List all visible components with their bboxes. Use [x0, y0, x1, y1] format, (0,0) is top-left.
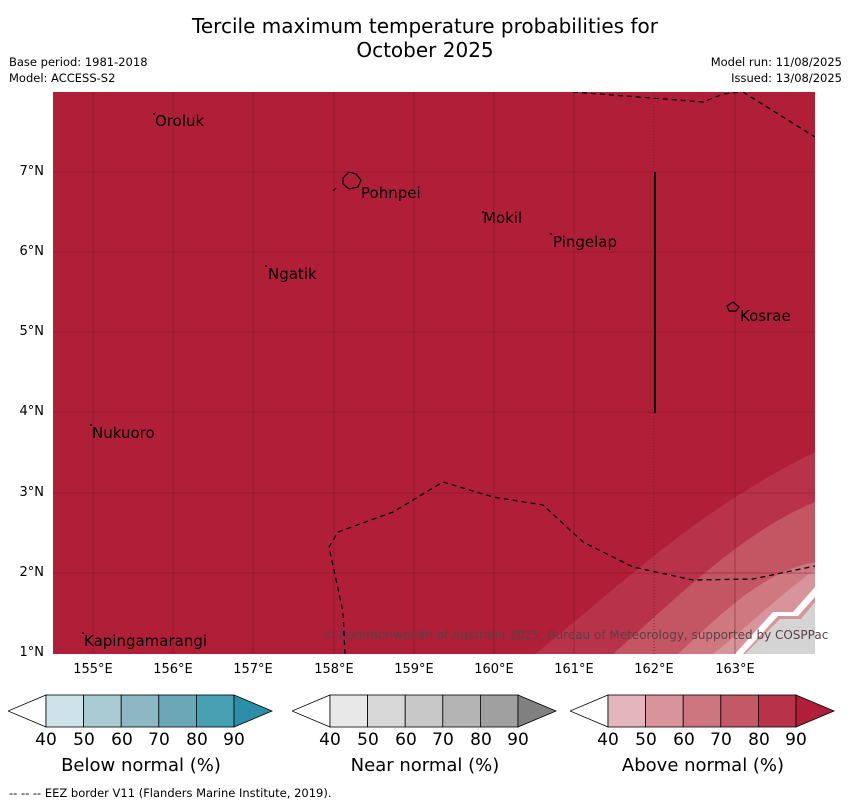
cbar-above-extend-high	[795, 694, 836, 728]
cbar-near-extend-high	[517, 694, 558, 728]
lon-label-157e: 157°E	[233, 662, 273, 677]
lat-label-1n: 1°N	[19, 645, 45, 660]
issued-date: Issued: 13/08/2025	[731, 71, 842, 85]
place-nukuoro: Nukuoro	[92, 424, 155, 442]
cbar-below-swatch	[120, 694, 160, 728]
cbar-below-swatch	[83, 694, 122, 728]
cbar-above-swatch	[720, 694, 759, 728]
atoll-mokil	[482, 211, 484, 213]
lat-label-2n: 2°N	[19, 565, 45, 580]
cbar-above-tick: 80	[748, 730, 770, 750]
cbar-near-swatch	[404, 694, 444, 728]
cbar-near-tick: 70	[432, 730, 454, 750]
cbar-near-label: Near normal (%)	[350, 755, 500, 776]
cbar-near-swatch	[442, 694, 481, 728]
place-ngatik: Ngatik	[268, 265, 317, 283]
meta-right: Model run: 11/08/2025 Issued: 13/08/2025	[711, 54, 842, 86]
cbar-above-swatch	[757, 694, 797, 728]
cbar-below-swatch	[158, 694, 197, 728]
lon-label-158e: 158°E	[314, 662, 354, 677]
atoll-kapinga	[82, 632, 84, 634]
chart-title: Tercile maximum temperature probabilitie…	[0, 14, 850, 62]
eez-footnote: -- -- -- EEZ border V11 (Flanders Marine…	[9, 786, 332, 800]
grid-lines	[53, 92, 815, 654]
cbar-below-extend-high	[233, 694, 274, 728]
lat-label-4n: 4°N	[19, 404, 45, 419]
island-pohnpei	[342, 171, 362, 190]
cbar-above-swatch	[682, 694, 722, 728]
cbar-near-extend-low	[292, 694, 331, 728]
place-mokil: Mokil	[483, 209, 523, 227]
cbar-near-swatch	[329, 694, 368, 728]
place-kapingamarangi: Kapingamarangi	[84, 632, 208, 650]
copyright-notice: © Commonwealth of Australia 2025, Bureau…	[323, 628, 829, 642]
cbar-below-label: Below normal (%)	[61, 755, 221, 776]
lon-label-160e: 160°E	[474, 662, 514, 677]
probability-map	[53, 92, 815, 654]
cbar-above-tick: 90	[785, 730, 807, 750]
cbar-above-swatch	[645, 694, 684, 728]
atoll-nukuoro	[90, 424, 92, 426]
model-name: Model: ACCESS-S2	[9, 71, 116, 85]
model-run: Model run: 11/08/2025	[710, 55, 842, 69]
cbar-near-tick: 60	[395, 730, 417, 750]
lat-label-7n: 7°N	[19, 164, 45, 179]
cbar-near-swatch	[367, 694, 406, 728]
cbar-above-tick: 50	[635, 730, 657, 750]
place-oroluk: Oroluk	[155, 112, 205, 130]
island-kosrae	[726, 301, 740, 312]
islet-pohnpei-west	[332, 187, 337, 192]
cbar-above-label: Above normal (%)	[621, 755, 785, 776]
lon-label-156e: 156°E	[153, 662, 193, 677]
cbar-below-swatch	[45, 694, 84, 728]
lon-label-161e: 161°E	[554, 662, 594, 677]
cbar-near-tick: 80	[470, 730, 492, 750]
meta-left: Base period: 1981-2018 Model: ACCESS-S2	[9, 54, 148, 86]
place-pingelap: Pingelap	[553, 233, 618, 251]
atoll-pingelap	[550, 233, 552, 235]
colorbar-above	[570, 694, 836, 728]
cbar-near-swatch	[479, 694, 519, 728]
cbar-above-tick: 60	[673, 730, 695, 750]
cbar-below-tick: 50	[73, 730, 95, 750]
band-white-gap	[735, 587, 815, 654]
colorbar-near	[292, 694, 558, 728]
lon-label-163e: 163°E	[715, 662, 755, 677]
title-line-1: Tercile maximum temperature probabilitie…	[192, 14, 658, 38]
place-pohnpei: Pohnpei	[361, 184, 421, 202]
lon-label-155e: 155°E	[73, 662, 113, 677]
base-period: Base period: 1981-2018	[9, 55, 148, 69]
lon-label-162e: 162°E	[634, 662, 674, 677]
cbar-below-tick: 70	[148, 730, 170, 750]
colorbar-below	[8, 694, 274, 728]
cbar-below-tick: 80	[186, 730, 208, 750]
lat-label-6n: 6°N	[19, 244, 45, 259]
cbar-below-tick: 90	[223, 730, 245, 750]
cbar-below-extend-low	[8, 694, 47, 728]
eez-borders	[328, 92, 815, 654]
cbar-above-extend-low	[570, 694, 609, 728]
atoll-oroluk	[153, 113, 155, 115]
cbar-above-tick: 70	[710, 730, 732, 750]
cbar-near-tick: 90	[507, 730, 529, 750]
cbar-above-swatch	[607, 694, 646, 728]
lat-label-5n: 5°N	[19, 324, 45, 339]
cbar-above-tick: 40	[597, 730, 619, 750]
title-line-2: October 2025	[356, 38, 494, 62]
band-near-40	[745, 602, 815, 654]
cbar-below-tick: 60	[111, 730, 133, 750]
lat-label-3n: 3°N	[19, 485, 45, 500]
cbar-below-swatch	[195, 694, 235, 728]
atoll-ngatik	[265, 265, 267, 267]
lon-label-159e: 159°E	[394, 662, 434, 677]
cbar-near-tick: 50	[357, 730, 379, 750]
place-kosrae: Kosrae	[740, 307, 791, 325]
cbar-below-tick: 40	[35, 730, 57, 750]
cbar-near-tick: 40	[319, 730, 341, 750]
